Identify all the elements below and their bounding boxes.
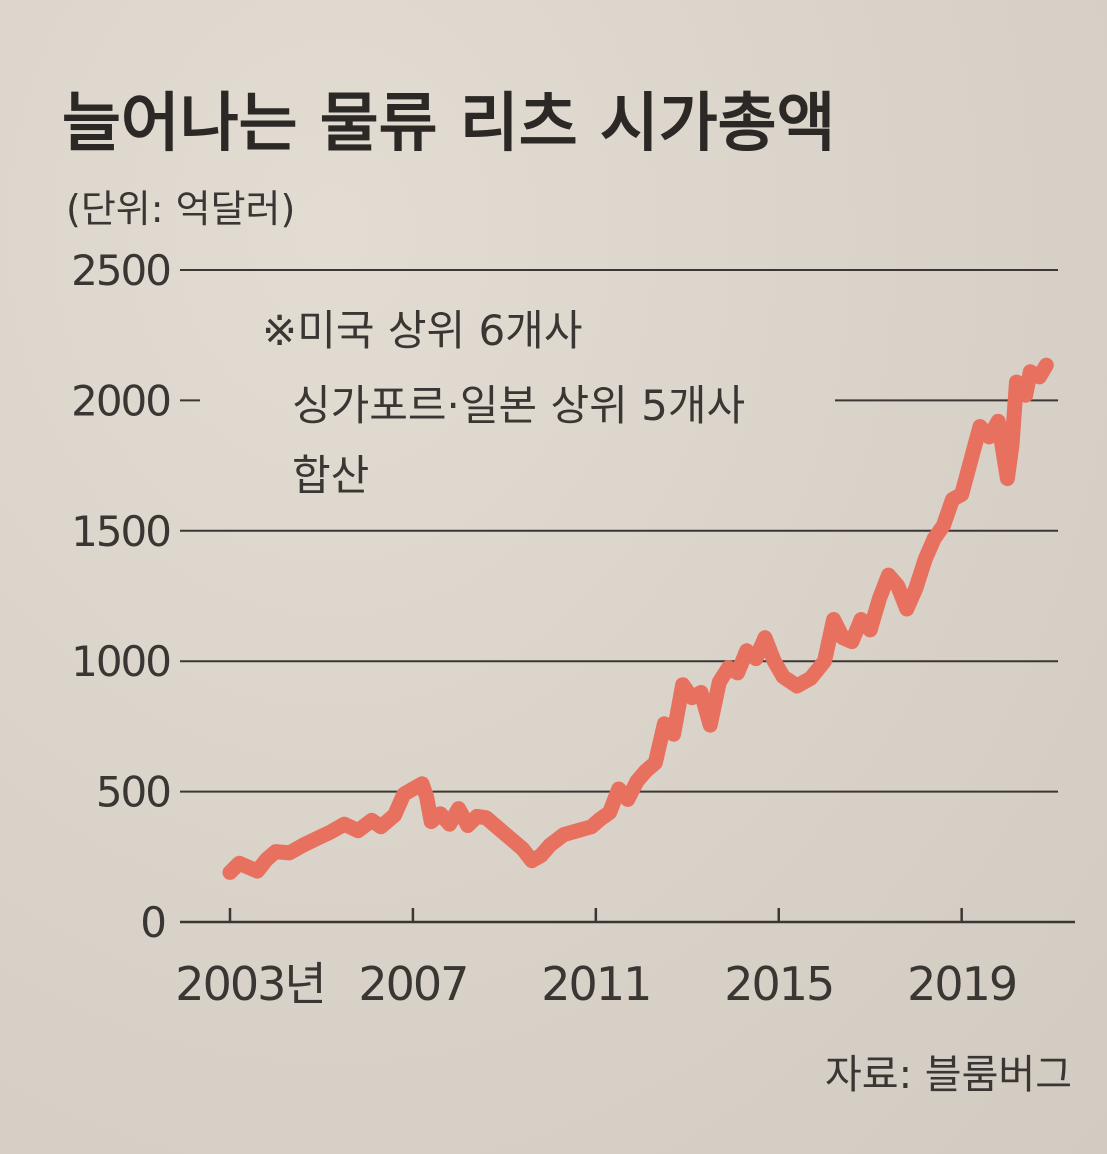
y-tick-label: 0 <box>140 898 165 947</box>
series-layer <box>222 357 1054 880</box>
x-tick-label: 2015 <box>724 957 833 1011</box>
x-tick-label: 2003년 <box>175 957 324 1011</box>
annotation-note: ※미국 상위 6개사 싱가포르·일본 상위 5개사 합산 <box>262 306 745 500</box>
y-tick-label: 2500 <box>71 246 170 295</box>
x-tick-label: 2011 <box>541 957 650 1011</box>
note-line-2: 싱가포르·일본 상위 5개사 <box>292 381 745 430</box>
axes <box>180 908 1075 924</box>
note-line-3: 합산 <box>292 451 369 500</box>
x-tick-label: 2019 <box>907 957 1016 1011</box>
source-label: 자료: 블룸버그 <box>825 1052 1072 1098</box>
x-tick-label: 2007 <box>358 957 467 1011</box>
y-tick-label: 500 <box>96 768 170 817</box>
note-line-1: ※미국 상위 6개사 <box>262 306 582 355</box>
chart-title: 늘어나는 물류 리츠 시가총액 <box>62 87 835 161</box>
series-line <box>222 357 1054 880</box>
y-tick-labels: 500 1000 1500 2000 2500 0 <box>71 246 172 947</box>
unit-label: (단위: 억달러) <box>66 187 295 231</box>
x-tick-labels: 2003년 2007 2011 2015 2019 <box>175 957 1018 1011</box>
y-tick-label: 2000 <box>71 376 170 425</box>
y-tick-label: 1500 <box>71 507 170 556</box>
y-tick-label: 1000 <box>71 637 170 686</box>
